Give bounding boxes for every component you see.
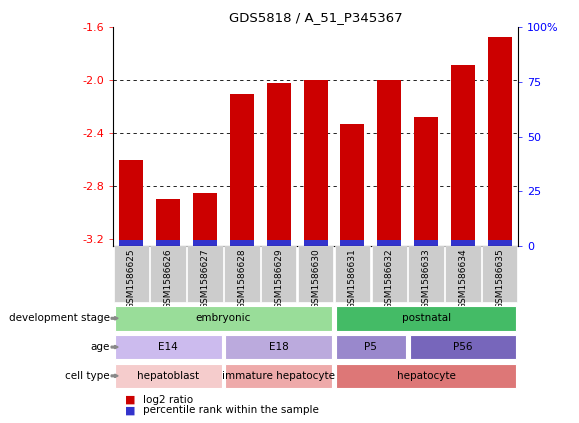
Bar [261, 246, 296, 302]
Text: postnatal: postnatal [401, 313, 450, 323]
Text: cell type: cell type [65, 371, 110, 381]
Bar [193, 240, 217, 246]
Bar [408, 246, 444, 302]
Bar [119, 160, 144, 246]
Bar [451, 65, 475, 246]
Text: hepatoblast: hepatoblast [137, 371, 199, 381]
Text: GSM1586627: GSM1586627 [200, 248, 210, 309]
Text: age: age [91, 342, 110, 352]
Text: E18: E18 [269, 342, 288, 352]
Bar [298, 246, 334, 302]
Bar [230, 240, 254, 246]
Text: P56: P56 [453, 342, 472, 352]
Bar [188, 246, 223, 302]
Bar [303, 80, 328, 246]
Bar [230, 93, 254, 246]
Bar [409, 335, 516, 359]
Text: percentile rank within the sample: percentile rank within the sample [143, 406, 319, 415]
Text: ■: ■ [124, 395, 135, 404]
Bar [156, 240, 180, 246]
Text: immature hepatocyte: immature hepatocyte [222, 371, 335, 381]
Text: P5: P5 [364, 342, 378, 352]
Bar [303, 240, 328, 246]
Text: GSM1586635: GSM1586635 [495, 248, 504, 309]
Text: GSM1586628: GSM1586628 [237, 248, 246, 309]
Text: GDS5818 / A_51_P345367: GDS5818 / A_51_P345367 [229, 11, 402, 24]
Bar [225, 335, 332, 359]
Bar [378, 80, 401, 246]
Bar [115, 335, 222, 359]
Bar [488, 240, 512, 246]
Bar [414, 240, 438, 246]
Text: GSM1586626: GSM1586626 [164, 248, 173, 309]
Bar [451, 240, 475, 246]
Text: GSM1586630: GSM1586630 [311, 248, 320, 309]
Bar [414, 118, 438, 246]
Text: GSM1586632: GSM1586632 [385, 248, 394, 309]
Bar [335, 246, 370, 302]
Text: ■: ■ [124, 406, 135, 415]
Bar [119, 240, 144, 246]
Text: embryonic: embryonic [196, 313, 251, 323]
Text: GSM1586631: GSM1586631 [348, 248, 357, 309]
Bar [115, 306, 332, 330]
Bar [267, 83, 291, 246]
Bar [340, 240, 364, 246]
Bar [336, 335, 406, 359]
Text: log2 ratio: log2 ratio [143, 395, 193, 404]
Bar [225, 364, 332, 388]
Text: E14: E14 [158, 342, 178, 352]
Bar [378, 240, 401, 246]
Bar [156, 200, 180, 246]
Bar [267, 240, 291, 246]
Bar [151, 246, 186, 302]
Bar [488, 37, 512, 246]
Text: GSM1586629: GSM1586629 [274, 248, 283, 309]
Bar [372, 246, 407, 302]
Bar [482, 246, 518, 302]
Text: GSM1586625: GSM1586625 [127, 248, 136, 309]
Bar [445, 246, 481, 302]
Text: development stage: development stage [9, 313, 110, 323]
Bar [115, 364, 222, 388]
Text: GSM1586633: GSM1586633 [422, 248, 431, 309]
Bar [113, 246, 149, 302]
Bar [336, 306, 516, 330]
Bar [340, 124, 364, 246]
Text: hepatocyte: hepatocyte [397, 371, 456, 381]
Bar [224, 246, 259, 302]
Bar [193, 193, 217, 246]
Bar [336, 364, 516, 388]
Text: GSM1586634: GSM1586634 [459, 248, 467, 309]
